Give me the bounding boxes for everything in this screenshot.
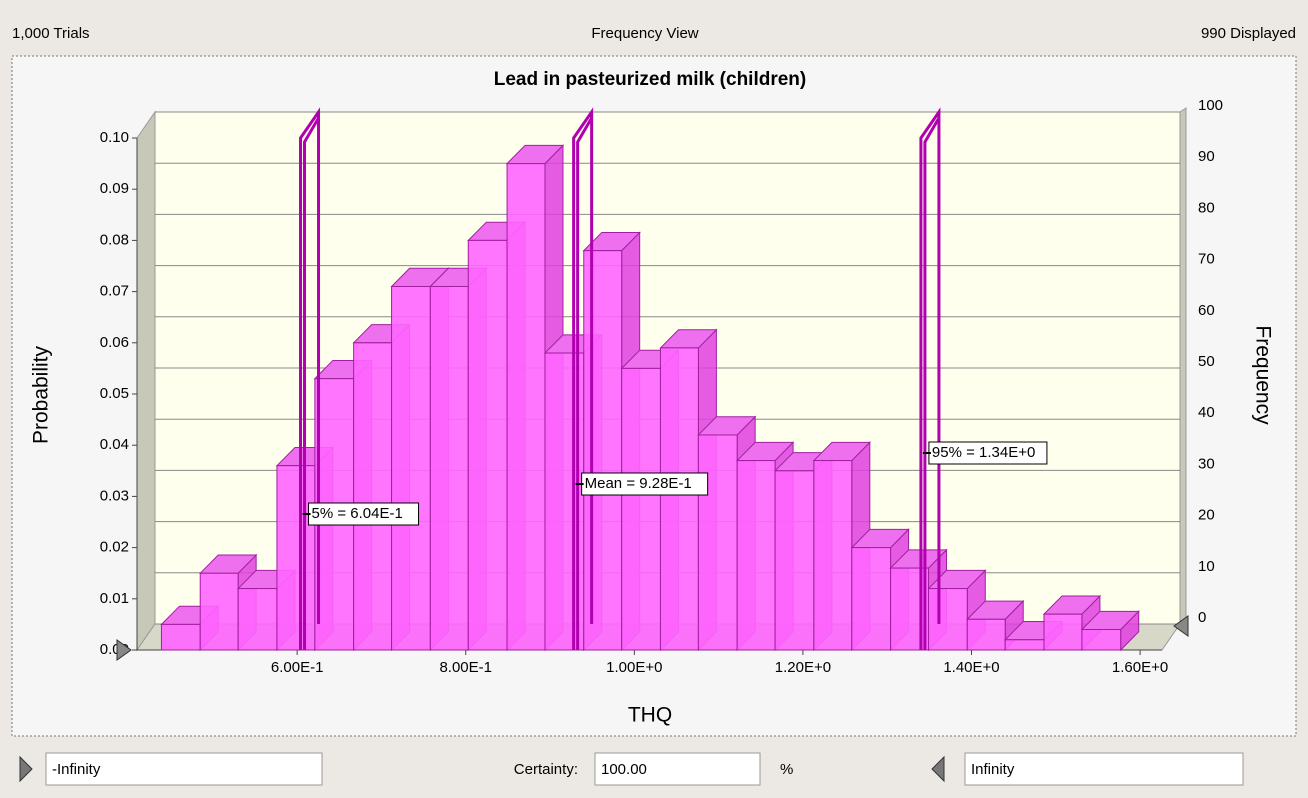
bar [851, 547, 892, 651]
bar [1004, 639, 1045, 651]
bar [391, 285, 431, 651]
bar [813, 460, 853, 651]
x-axis-title: THQ [628, 704, 672, 727]
bar [1081, 629, 1122, 651]
displayed: 990 Displayed [1201, 25, 1296, 42]
upper-input[interactable] [964, 752, 1244, 786]
marker-label: 95% = 1.34E+0 [932, 444, 1035, 461]
y-tick-label: 0.08 [100, 231, 129, 248]
upper-arrow[interactable] [931, 755, 945, 783]
bar [276, 465, 316, 651]
x-tick-label: 8.00E-1 [439, 659, 492, 676]
y-axis-title: Probability [30, 345, 53, 444]
side-wall [136, 110, 156, 652]
x-tick-label: 1.40E+0 [943, 659, 999, 676]
y-tick-label: 0.09 [100, 180, 129, 197]
bar [160, 623, 201, 651]
y-tick-label: 0.03 [100, 487, 129, 504]
bar [506, 163, 546, 651]
bar [966, 618, 1006, 651]
marker-line [919, 107, 941, 650]
marker-line [572, 107, 594, 650]
plot: 01020304050607080901000.000.010.020.030.… [100, 97, 1223, 676]
y2-tick-label: 80 [1198, 199, 1215, 216]
y2-tick-label: 90 [1198, 148, 1215, 165]
x-tick-label: 1.20E+0 [775, 659, 831, 676]
lower-grabber [116, 639, 132, 661]
bar [429, 285, 469, 651]
y-tick-label: 0.06 [100, 334, 129, 351]
certainty-input[interactable] [594, 752, 761, 786]
y2-tick-label: 20 [1198, 507, 1215, 524]
y-tick-label: 0.10 [100, 129, 129, 146]
marker-label: 5% = 6.04E-1 [312, 505, 403, 522]
bar [697, 434, 738, 651]
bar [467, 239, 508, 651]
y2-tick-label: 60 [1198, 302, 1215, 319]
bar [890, 567, 930, 651]
x-tick-label: 6.00E-1 [271, 659, 324, 676]
y2-tick-label: 10 [1198, 558, 1215, 575]
y-tick-label: 0.02 [100, 539, 129, 556]
bar [1043, 613, 1083, 651]
upper-value: Infinity [971, 761, 1015, 778]
y-tick-label: 0.05 [100, 385, 129, 402]
right-wall-edge [1179, 107, 1187, 625]
lower-arrow[interactable] [19, 755, 33, 783]
chart-title: Lead in pasteurized milk (children) [494, 69, 807, 90]
bar [353, 342, 393, 651]
y-tick-label: 0.01 [100, 590, 129, 607]
certainty-unit: % [780, 761, 793, 778]
x-tick-label: 1.60E+0 [1112, 659, 1168, 676]
bar [199, 572, 239, 651]
view-name: Frequency View [591, 25, 698, 42]
certainty-value: 100.00 [601, 761, 647, 778]
y2-tick-label: 100 [1198, 97, 1223, 114]
lower-value: -Infinity [52, 761, 101, 778]
y-tick-label: 0.07 [100, 283, 129, 300]
y2-tick-label: 40 [1198, 404, 1215, 421]
bar [583, 250, 623, 651]
marker-line [299, 107, 321, 650]
y2-tick-label: 0 [1198, 609, 1206, 626]
y2-axis-title: Frequency [1251, 325, 1274, 425]
bar [736, 460, 776, 651]
trials: 1,000 Trials [12, 25, 90, 42]
bar [928, 588, 968, 651]
bar [659, 347, 699, 651]
y-tick-label: 0.04 [100, 436, 129, 453]
upper-grabber [1173, 615, 1189, 637]
y2-tick-label: 70 [1198, 251, 1215, 268]
lower-input[interactable] [45, 752, 323, 786]
x-tick-label: 1.00E+0 [606, 659, 662, 676]
y2-tick-label: 30 [1198, 455, 1215, 472]
bar [237, 588, 278, 651]
marker-label: Mean = 9.28E-1 [585, 475, 692, 492]
bar [774, 470, 815, 651]
certainty-label: Certainty: [514, 761, 578, 778]
y2-tick-label: 50 [1198, 353, 1215, 370]
bar [621, 367, 661, 651]
